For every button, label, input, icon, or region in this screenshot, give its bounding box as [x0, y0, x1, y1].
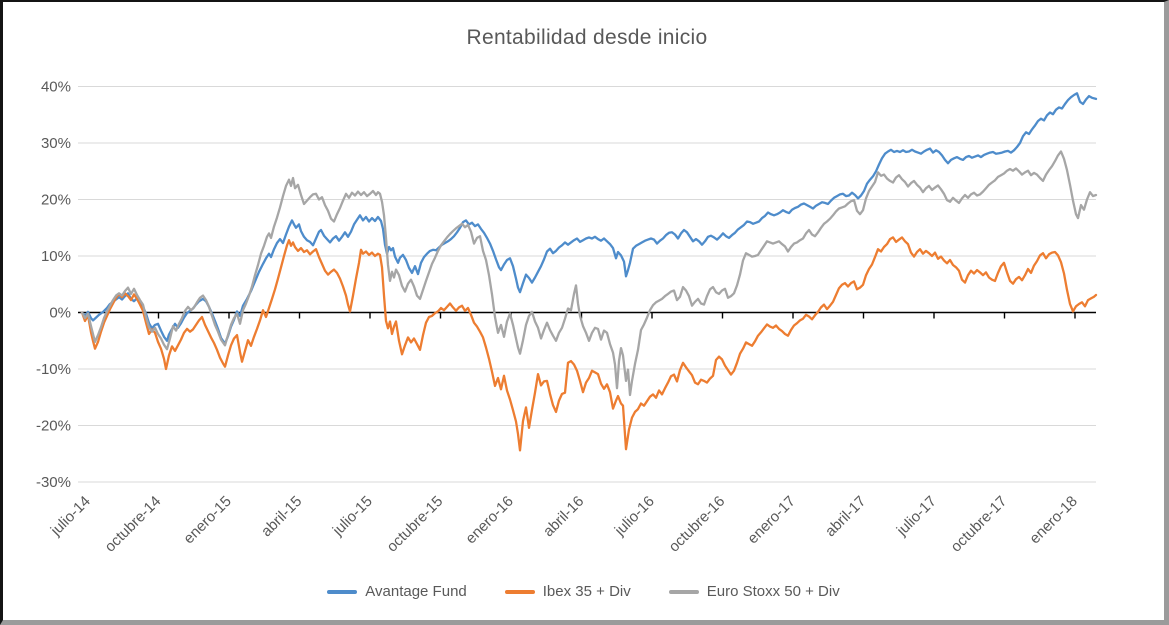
x-axis-label: octubre-17: [948, 493, 1011, 556]
y-axis-label: 40%: [41, 79, 71, 96]
y-axis-label: 0%: [49, 305, 71, 322]
legend: Avantage Fund Ibex 35 + Div Euro Stoxx 5…: [3, 583, 1164, 600]
legend-line-swatch-gray: [668, 589, 699, 594]
legend-label-avantage-fund: Avantage Fund: [365, 583, 467, 600]
y-axis-label: 10%: [41, 248, 71, 265]
y-axis-label: -10%: [36, 361, 71, 378]
x-axis-label: enero-16: [462, 493, 516, 547]
legend-item-ibex-35-div: Ibex 35 + Div: [504, 583, 631, 600]
x-axis-label: julio-14: [47, 493, 94, 540]
x-axis-label: abril-16: [540, 493, 587, 540]
legend-line-swatch-blue: [327, 589, 358, 594]
plot-area: 40%30%20%10%0%-10%-20%-30%julio-14 octubr…: [36, 79, 1098, 556]
y-axis-label: 30%: [41, 135, 71, 152]
x-axis-label: octubre-15: [384, 493, 447, 556]
legend-label-euro-stoxx-50-div: Euro Stoxx 50 + Div: [706, 583, 840, 600]
legend-label-ibex-35-div: Ibex 35 + Div: [542, 583, 631, 600]
series-line-avantage-fund: [80, 92, 1098, 345]
x-axis-label: enero-15: [180, 493, 234, 547]
x-axis-label: abril-15: [258, 493, 305, 540]
legend-line-swatch-orange: [504, 589, 535, 594]
x-axis-label: julio-16: [611, 493, 658, 540]
y-axis-label: 20%: [41, 192, 71, 209]
x-axis-label: enero-17: [744, 493, 798, 547]
series-line-euro-stoxx-50-div: [80, 150, 1098, 397]
legend-item-avantage-fund: Avantage Fund: [327, 583, 467, 600]
x-axis-label: enero-18: [1026, 493, 1080, 547]
series-line-ibex-35-div: [80, 236, 1098, 452]
y-axis-label: -20%: [36, 418, 71, 435]
x-axis-label: julio-17: [893, 493, 940, 540]
x-axis-label: abril-17: [822, 493, 869, 540]
x-axis-label: octubre-16: [666, 493, 729, 556]
legend-item-euro-stoxx-50-div: Euro Stoxx 50 + Div: [668, 583, 840, 600]
x-axis-label: julio-15: [329, 493, 376, 540]
y-axis-label: -30%: [36, 474, 71, 491]
chart-title: Rentabilidad desde inicio: [466, 26, 708, 49]
x-axis-label: octubre-14: [102, 493, 165, 556]
